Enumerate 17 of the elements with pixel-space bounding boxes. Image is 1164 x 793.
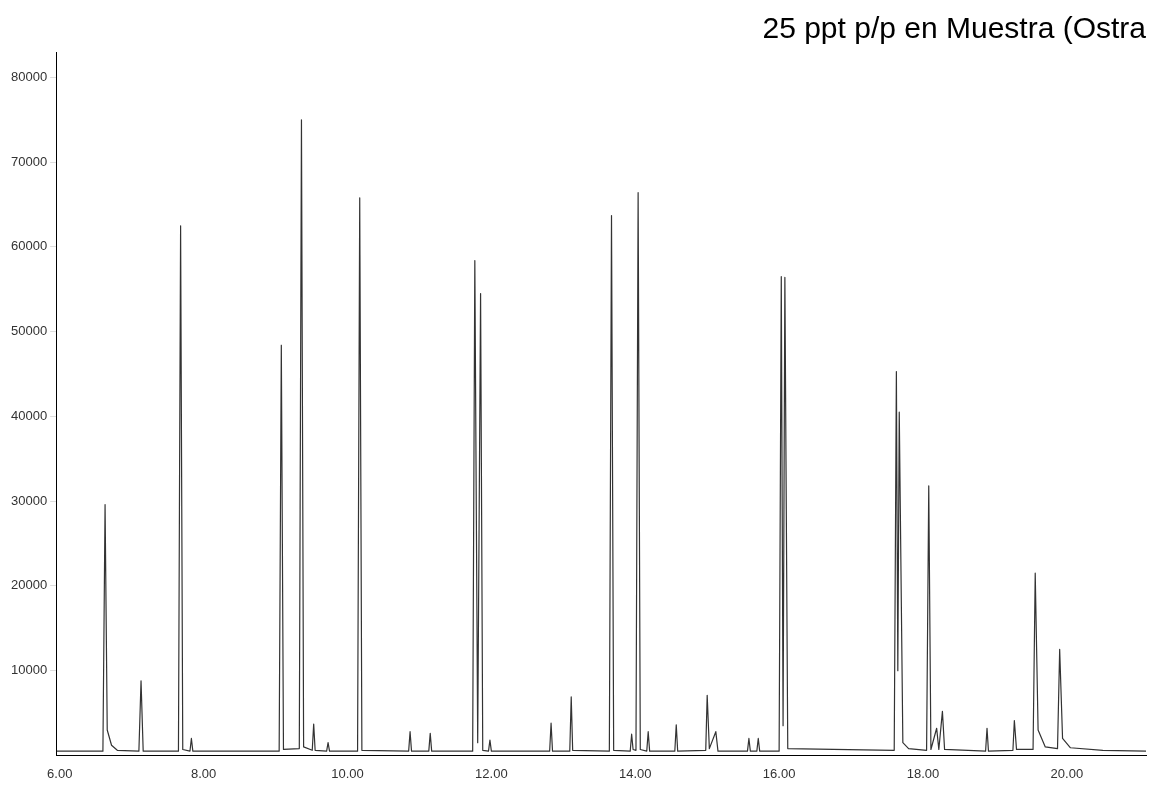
- x-tick-label: 16.00: [762, 765, 796, 781]
- y-tick-label: 40000: [10, 407, 48, 423]
- x-tick-label: 18.00: [906, 765, 940, 781]
- x-tick-label: 12.00: [475, 765, 508, 781]
- y-tick-label: 60000: [10, 238, 48, 254]
- x-tick-label: 20.00: [1050, 765, 1084, 781]
- x-tick-label: 6.00: [47, 765, 73, 781]
- y-tick-label: 10000: [10, 662, 48, 678]
- x-tick-label: 10.00: [331, 765, 364, 781]
- x-tick-label: 14.00: [618, 765, 652, 781]
- y-tick-label: 70000: [10, 153, 48, 169]
- y-tick-label: 30000: [10, 492, 48, 508]
- y-tick-label: 80000: [10, 69, 48, 84]
- chart-title: 25 ppt p/p en Muestra (Ostra: [762, 11, 1147, 45]
- y-tick-label: 50000: [10, 323, 48, 339]
- y-tick-label: 20000: [10, 577, 48, 593]
- x-tick-label: 8.00: [190, 765, 217, 781]
